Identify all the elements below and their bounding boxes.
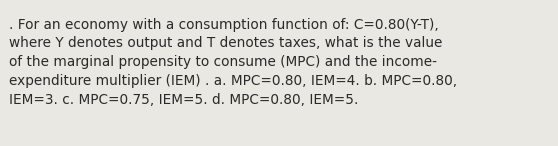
Text: . For an economy with a consumption function of: C=0.80(Y-T),
where Y denotes ou: . For an economy with a consumption func… (9, 18, 457, 107)
